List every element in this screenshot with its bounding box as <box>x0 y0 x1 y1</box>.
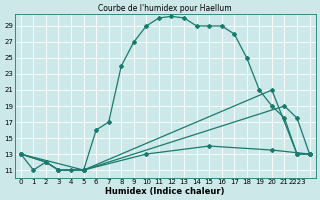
X-axis label: Humidex (Indice chaleur): Humidex (Indice chaleur) <box>106 187 225 196</box>
Title: Courbe de l'humidex pour Haellum: Courbe de l'humidex pour Haellum <box>98 4 232 13</box>
